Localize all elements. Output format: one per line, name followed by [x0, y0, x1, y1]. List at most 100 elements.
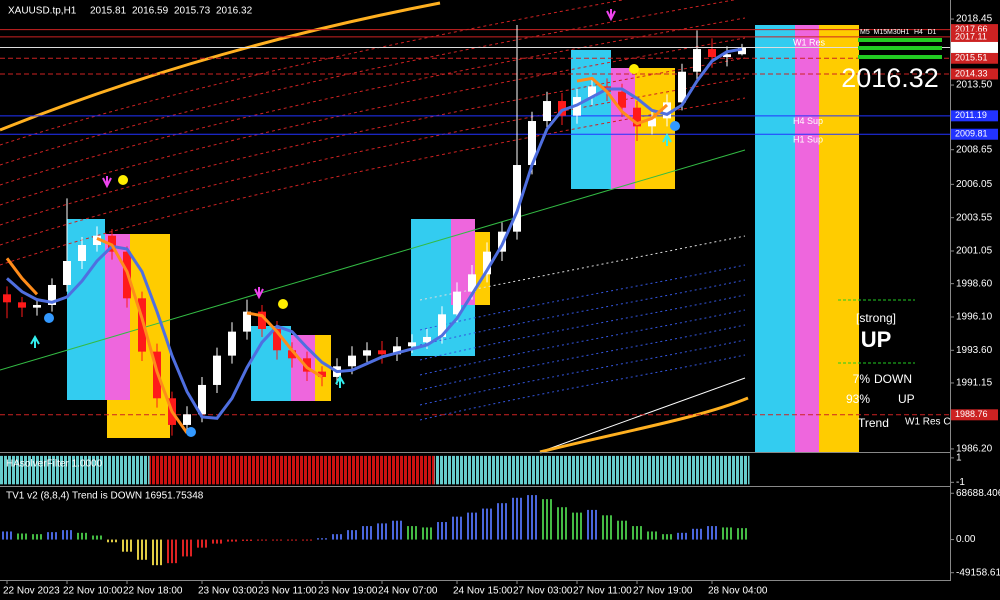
oscillator-bar — [321, 538, 323, 540]
oscillator-bar — [441, 522, 443, 540]
oscillator-bar — [576, 512, 578, 540]
state-bar — [119, 455, 135, 485]
oscillator-bar — [160, 539, 162, 566]
oscillator-bar — [92, 535, 94, 540]
level-label: 2011.19 — [955, 110, 987, 120]
y-tick-label: 1993.60 — [956, 345, 993, 356]
oscillator-bar — [722, 527, 724, 540]
level-label: 2017.66 — [955, 24, 988, 34]
oscillator-bar — [542, 499, 544, 540]
level-label: 2015.51 — [955, 53, 988, 63]
oscillator-bar — [475, 512, 477, 540]
oscillator-bar — [670, 534, 672, 540]
candle-body — [453, 291, 461, 315]
y-tick-label: 2008.65 — [956, 144, 993, 155]
level-name: H1 Sup — [793, 135, 823, 145]
timeframe: M15 — [874, 29, 888, 36]
strength-value: 7% — [853, 372, 871, 386]
signal-grade: [strong] — [856, 311, 896, 325]
oscillator-bar — [355, 530, 357, 540]
state-bar — [374, 455, 390, 485]
y-tick-label: 1986.20 — [956, 444, 993, 455]
oscillator-bar — [36, 534, 38, 540]
state-bar — [464, 455, 480, 485]
oscillator-bar — [175, 539, 177, 564]
y-tick-label: 2018.45 — [956, 14, 993, 25]
oscillator-bar — [392, 520, 394, 540]
oscillator-bar — [212, 539, 214, 544]
oscillator-bar — [336, 534, 338, 540]
state-bar — [29, 455, 45, 485]
oscillator-bar — [595, 509, 597, 540]
oscillator-bar — [636, 526, 638, 540]
oscillator-bar — [111, 539, 113, 543]
candle-body — [633, 107, 641, 127]
level-box — [951, 409, 998, 421]
timeframe: H1 — [901, 29, 910, 36]
oscillator-bar — [655, 531, 657, 540]
state-bar — [359, 455, 375, 485]
signal-direction: UP — [861, 327, 892, 352]
timeframe: M5 — [860, 29, 870, 36]
oscillator-bar — [685, 532, 687, 540]
oscillator-bar — [107, 539, 109, 543]
candle-body — [708, 49, 716, 58]
state-bar — [584, 455, 600, 485]
oscillator-bar — [715, 526, 717, 540]
oscillator-bar — [396, 520, 398, 540]
state-bar — [344, 455, 360, 485]
signal-panel-decor — [838, 38, 942, 364]
candle-body — [648, 118, 656, 127]
state-bar — [509, 455, 525, 485]
level-box — [951, 31, 998, 43]
oscillator-bar — [621, 520, 623, 540]
oscillator-bar — [81, 532, 83, 540]
state-bar — [224, 455, 240, 485]
state-bar — [59, 455, 75, 485]
state-bar — [299, 455, 315, 485]
oscillator-bar — [557, 507, 559, 540]
oscillator-bar — [561, 507, 563, 540]
oscillator-bar — [711, 526, 713, 540]
candle-body — [483, 251, 491, 275]
level-box — [951, 128, 998, 140]
oscillator-bar — [152, 539, 154, 566]
oscillator-bar — [385, 523, 387, 540]
oscillator-bar — [700, 528, 702, 540]
oscillator-bar — [512, 497, 514, 540]
current-price-box — [951, 41, 998, 53]
candle-body — [513, 165, 521, 232]
oscillator-bar — [96, 535, 98, 540]
state-bar — [524, 455, 540, 485]
oscillator-bar — [745, 528, 747, 540]
oscillator-bar — [295, 539, 297, 541]
state-bar — [419, 455, 435, 485]
panel-title: HAsolverFilter 1.0000 — [6, 459, 103, 470]
x-tick-label: 27 Nov 11:00 — [573, 586, 632, 597]
oscillator-bar — [242, 539, 244, 541]
y-tick-label: 0.00 — [956, 534, 976, 545]
oscillator-bar — [276, 539, 278, 541]
oscillator-bar — [272, 539, 274, 541]
oscillator-bar — [171, 539, 173, 564]
y-tick-label: 1998.60 — [956, 278, 993, 289]
y-tick-label: 1991.15 — [956, 378, 993, 389]
x-tick-label: 27 Nov 03:00 — [513, 586, 573, 597]
y-tick-label: 2006.05 — [956, 179, 993, 190]
big-price: 2016.32 — [841, 63, 939, 93]
state-bar — [719, 455, 735, 485]
oscillator-bar — [351, 530, 353, 540]
oscillator-bar — [231, 539, 233, 542]
oscillator-bar — [246, 539, 248, 541]
oscillator-bar — [145, 539, 147, 560]
candle-body — [408, 342, 416, 347]
state-bar — [284, 455, 300, 485]
candle-body — [198, 384, 206, 415]
candle-body — [3, 294, 11, 303]
oscillator-bar — [460, 516, 462, 540]
state-bar — [209, 455, 225, 485]
oscillator-bar — [366, 526, 368, 540]
candle-body — [528, 121, 536, 166]
oscillator-bar — [501, 503, 503, 540]
